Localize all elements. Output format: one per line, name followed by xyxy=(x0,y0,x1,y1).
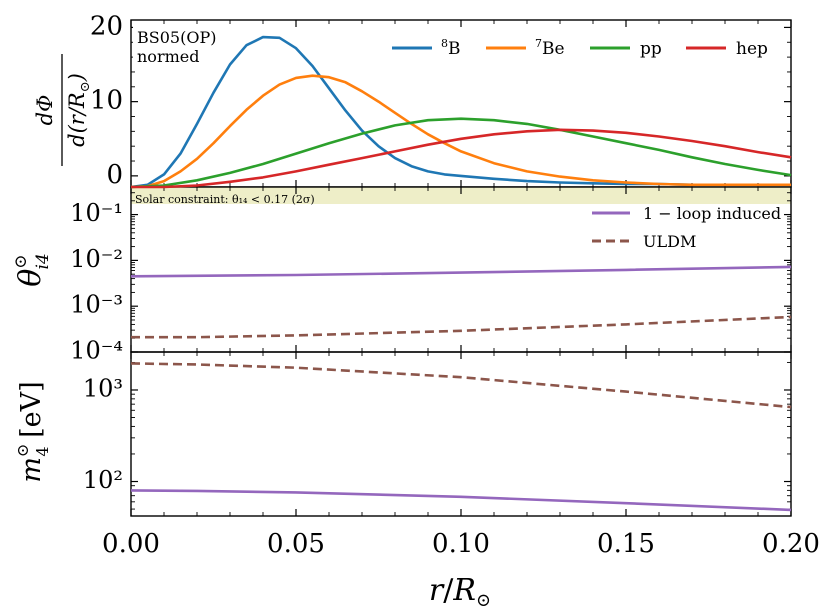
theta-legend: 1 − loop induced ULDM xyxy=(592,204,781,251)
theta-ylabel: θ⊙ i4 xyxy=(11,253,53,287)
series-line-mass-1 xyxy=(130,489,792,512)
y-tick-label-theta-2: 10⁻² xyxy=(70,245,123,273)
mass-ylabel: m⊙4 [eV] xyxy=(13,381,52,482)
legend-label-7be: 7Be xyxy=(535,37,565,59)
legend-label-hep: hep xyxy=(736,39,768,59)
legend-label-pp: pp xyxy=(640,39,662,59)
series-line-flux-2 xyxy=(130,117,792,189)
series-line-flux-3 xyxy=(131,128,792,189)
solar-constraint-label: Solar constraint: θ₁₄ < 0.17 (2σ) xyxy=(135,193,315,206)
legend-label-8b: 8B xyxy=(441,37,461,59)
flux-panel xyxy=(130,19,792,188)
legend-label-loop: 1 − loop induced xyxy=(643,204,781,223)
y-tick-label-mass-0: 10² xyxy=(83,466,123,494)
x-tick-label-1: 0.05 xyxy=(267,529,325,559)
y-tick-label-flux-1: 10 xyxy=(90,86,123,116)
annotation-box xyxy=(133,24,219,68)
y-tick-label-theta-3: 10⁻¹ xyxy=(70,199,123,227)
flux-ylabel: dΦ d(r/R⊙) xyxy=(33,54,93,166)
legend-label-uldm: ULDM xyxy=(643,232,696,251)
flux-ylabel-denominator: d(r/R⊙) xyxy=(65,73,93,147)
flux-ylabel-numerator: dΦ xyxy=(33,95,57,126)
flux-legend: 8B 7Be pp hep xyxy=(392,37,768,59)
series-line-theta-0 xyxy=(130,265,792,278)
theta-ylabel-text: θ⊙ i4 xyxy=(11,253,53,287)
x-tick-label-2: 0.10 xyxy=(432,529,490,559)
series-line-mass-0 xyxy=(130,362,792,409)
series-line-theta-1 xyxy=(131,315,792,339)
y-tick-label-flux-0: 0 xyxy=(106,160,123,190)
x-tick-label-3: 0.15 xyxy=(597,529,655,559)
mass-ylabel-text: m⊙4 [eV] xyxy=(13,381,52,482)
x-tick-label-0: 0.00 xyxy=(102,529,160,559)
annotation-normed: normed xyxy=(137,47,199,66)
flux-panel-frame xyxy=(130,19,792,188)
x-axis-label: r/R⊙ xyxy=(429,573,491,611)
ticks-layer: 0 10 20 10⁻⁴ 10⁻³ 10⁻² 10⁻¹ 10² 10³ 0.00 0.05 0.10 0… xyxy=(70,11,820,559)
y-tick-label-theta-0: 10⁻⁴ xyxy=(70,337,123,365)
y-tick-label-theta-1: 10⁻³ xyxy=(70,291,123,319)
series-layer xyxy=(130,35,792,512)
y-tick-label-flux-2: 20 xyxy=(90,11,123,41)
y-tick-label-mass-1: 10³ xyxy=(83,374,123,402)
series-line-flux-0 xyxy=(130,35,791,189)
series-line-flux-1 xyxy=(130,74,791,189)
annotation-model: BS05(OP) xyxy=(137,28,216,47)
x-tick-label-4: 0.20 xyxy=(762,529,820,559)
